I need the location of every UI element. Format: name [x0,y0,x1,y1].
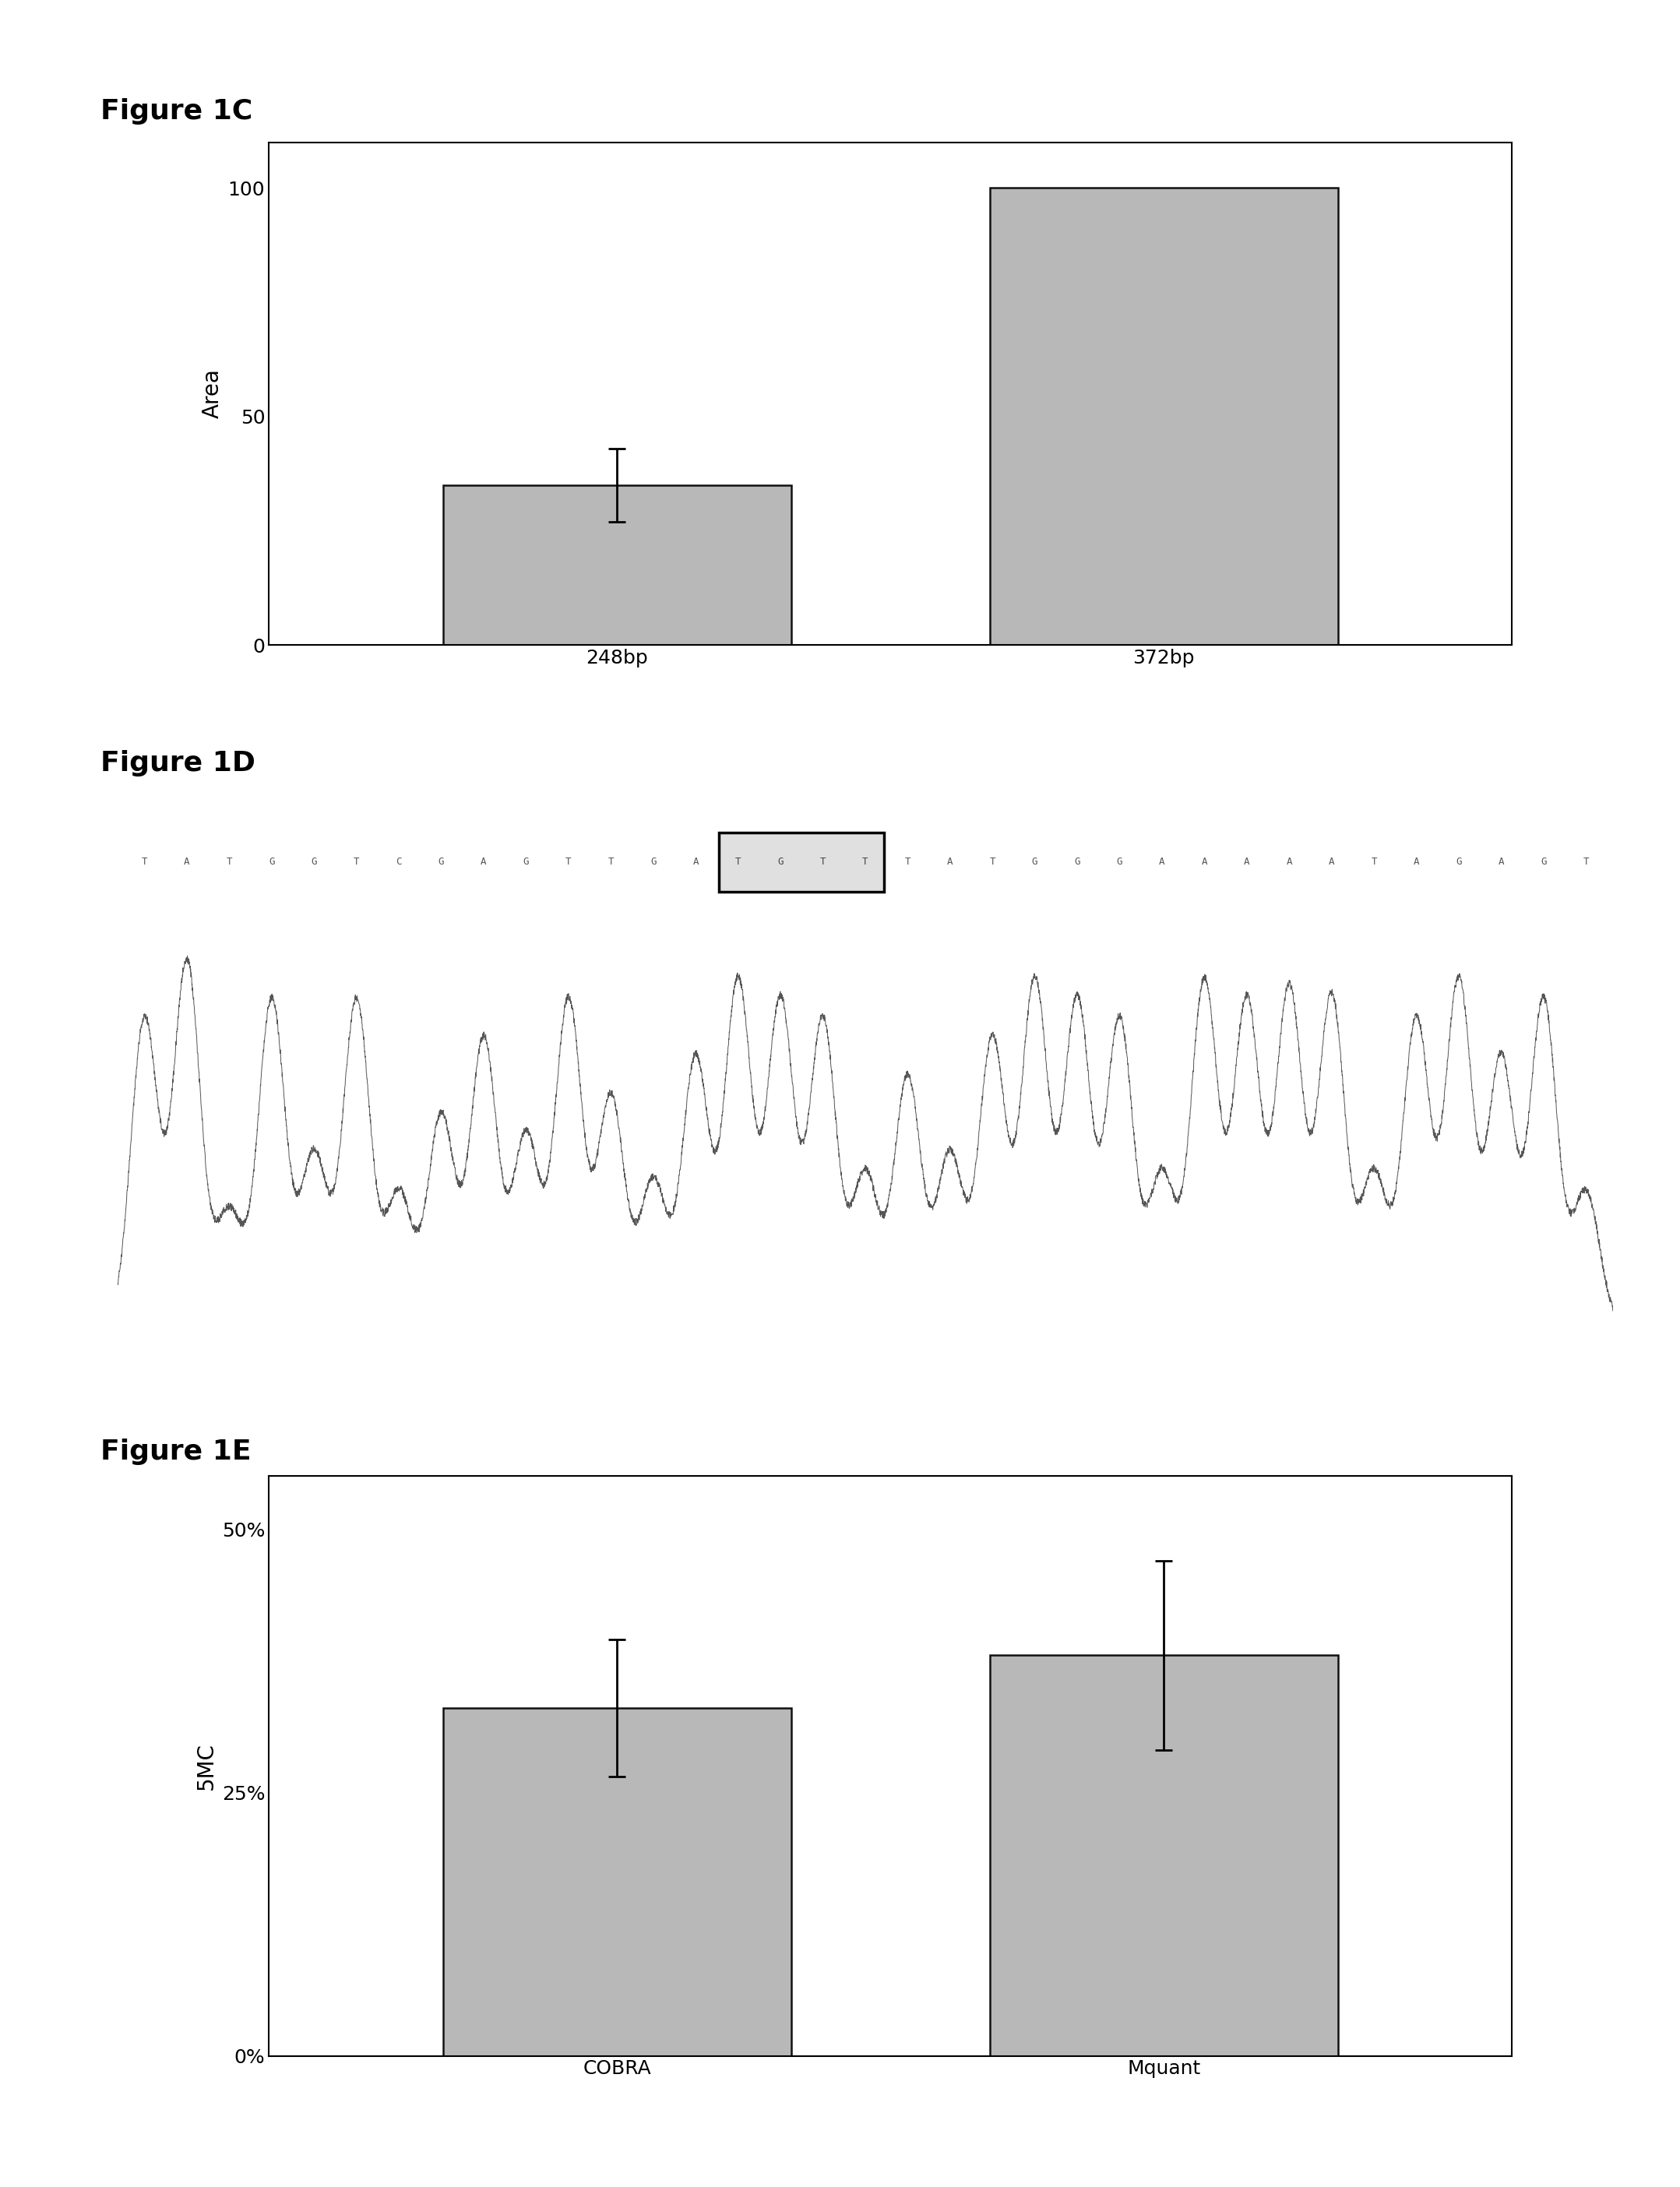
Text: Figure 1C: Figure 1C [101,98,254,125]
Text: T: T [1583,857,1589,868]
Text: G: G [522,857,529,868]
Text: T: T [141,857,148,868]
Bar [990,188,1337,645]
Bar [444,486,791,645]
Text: G: G [438,857,444,868]
Text: G: G [650,857,657,868]
Text: C: C [396,857,402,868]
Text: T: T [820,857,827,868]
Text: A: A [480,857,487,868]
Y-axis label: Area: Area [202,370,223,418]
Text: G: G [1457,857,1462,868]
Text: T: T [1371,857,1378,868]
Text: T: T [862,857,869,868]
Text: T: T [904,857,911,868]
Text: T: T [736,857,741,868]
Bar [444,1708,791,2056]
Text: A: A [185,857,190,868]
Text: T: T [736,857,741,868]
Text: A: A [1413,857,1420,868]
Text: G: G [1541,857,1546,868]
Text: A: A [1159,857,1164,868]
Text: G: G [269,857,274,868]
Text: T: T [990,857,995,868]
FancyBboxPatch shape [719,833,884,892]
Text: G: G [311,857,318,868]
Text: A: A [692,857,699,868]
Text: A: A [1499,857,1504,868]
Text: G: G [1074,857,1080,868]
Text: G: G [1032,857,1038,868]
Text: T: T [820,857,827,868]
Text: T: T [862,857,869,868]
Text: T: T [353,857,360,868]
Text: A: A [1287,857,1292,868]
Text: A: A [1329,857,1334,868]
Text: G: G [778,857,783,868]
Text: T: T [608,857,613,868]
Text: A: A [1201,857,1208,868]
Text: T: T [566,857,571,868]
Text: G: G [778,857,783,868]
Bar [990,1656,1337,2056]
Text: A: A [948,857,953,868]
Y-axis label: 5MC: 5MC [195,1743,217,1789]
Text: T: T [227,857,232,868]
Text: Figure 1D: Figure 1D [101,750,255,776]
Text: G: G [1117,857,1122,868]
Text: A: A [1243,857,1250,868]
Text: Figure 1E: Figure 1E [101,1439,252,1465]
